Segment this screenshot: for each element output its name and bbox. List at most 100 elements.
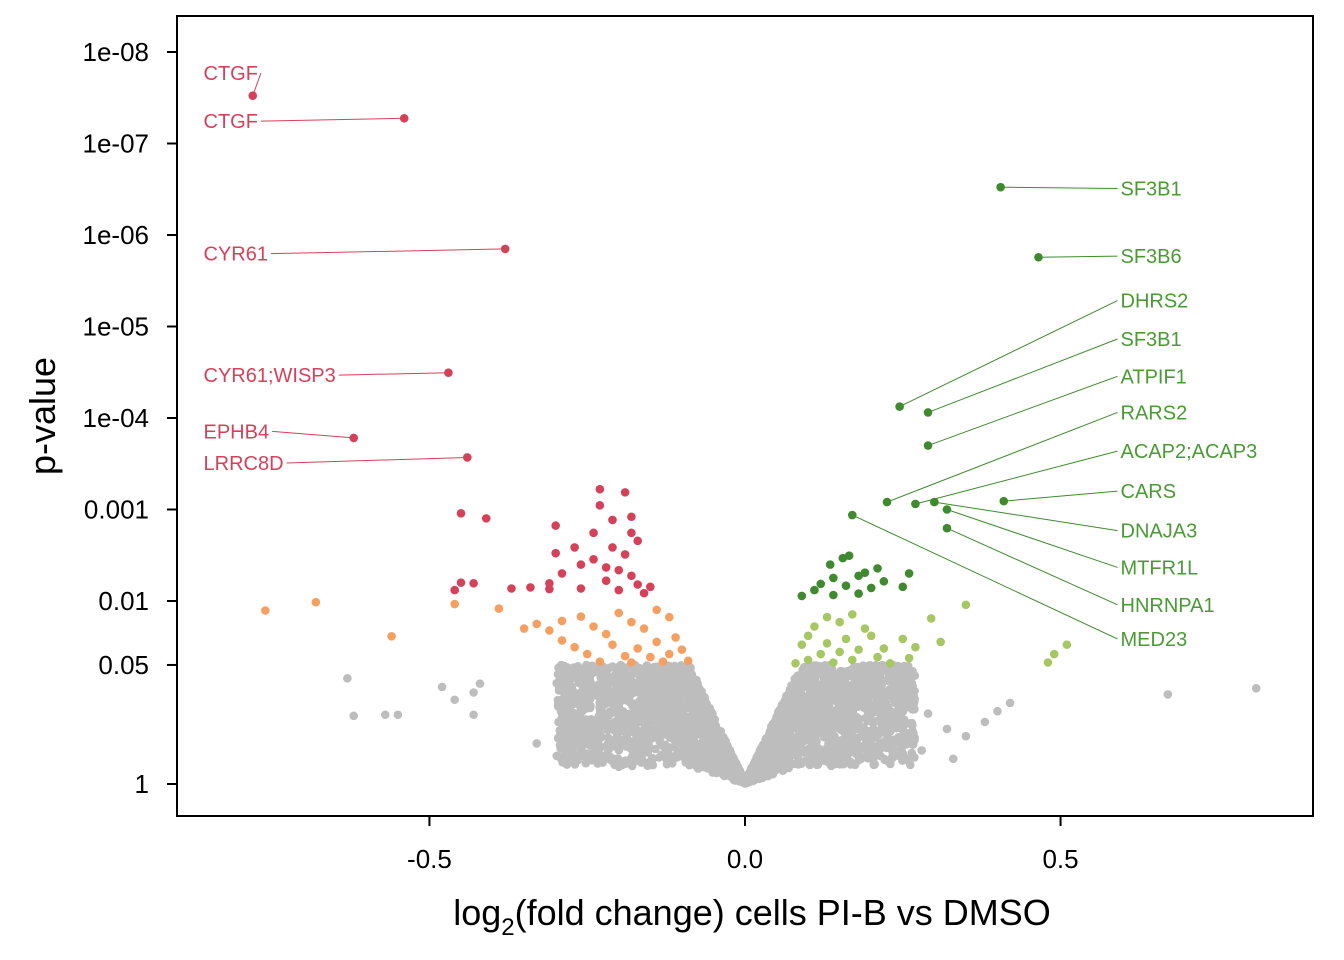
significant-point xyxy=(627,528,636,538)
significant-point xyxy=(838,553,848,563)
nonsignificant-point xyxy=(788,682,798,692)
nonsignificant-point xyxy=(603,748,612,758)
nonsignificant-point xyxy=(832,717,842,726)
significant-point xyxy=(797,591,807,601)
nonsignificant-point xyxy=(693,764,703,773)
significant-point xyxy=(835,617,844,627)
nonsignificant-point xyxy=(883,732,892,742)
nonsignificant-point xyxy=(739,775,748,784)
nonsignificant-point xyxy=(858,697,868,707)
labeled-points xyxy=(248,91,1043,533)
nonsignificant-outlier-point xyxy=(614,762,624,772)
nonsignificant-outlier-point xyxy=(343,674,352,683)
nonsignificant-point xyxy=(593,733,603,743)
significant-point xyxy=(595,484,605,494)
nonsignificant-point xyxy=(666,743,675,752)
nonsignificant-point xyxy=(665,706,675,716)
significant-point xyxy=(658,657,668,666)
nonsignificant-point xyxy=(612,733,622,742)
significant-point xyxy=(961,600,971,610)
significant-points xyxy=(261,484,1072,668)
significant-point xyxy=(847,655,857,665)
nonsignificant-point xyxy=(655,678,664,688)
leader-line xyxy=(915,450,1118,505)
significant-point xyxy=(904,653,914,663)
nonsignificant-point xyxy=(622,696,631,705)
nonsignificant-point xyxy=(790,741,800,750)
nonsignificant-point xyxy=(839,726,848,735)
gene-label: SF3B1 xyxy=(1121,329,1182,351)
significant-point xyxy=(620,651,630,661)
nonsignificant-point xyxy=(695,684,704,694)
significant-point xyxy=(829,573,838,583)
labeled-point xyxy=(911,499,920,509)
significant-point xyxy=(633,536,643,546)
nonsignificant-point xyxy=(820,756,829,765)
nonsignificant-point xyxy=(824,688,833,698)
significant-point xyxy=(614,585,624,595)
nonsignificant-point xyxy=(729,775,739,785)
gene-label: RARS2 xyxy=(1121,402,1188,424)
significant-point xyxy=(854,589,863,598)
nonsignificant-point xyxy=(595,693,605,703)
nonsignificant-outlier-point xyxy=(475,679,485,688)
nonsignificant-point xyxy=(804,757,814,766)
significant-point xyxy=(450,585,459,595)
significant-point xyxy=(456,578,466,587)
nonsignificant-point xyxy=(687,670,697,679)
significant-point xyxy=(545,584,554,594)
nonsignificant-point xyxy=(777,703,786,712)
nonsignificant-point xyxy=(800,716,810,725)
nonsignificant-point xyxy=(792,709,801,719)
nonsignificant-point xyxy=(807,744,817,754)
nonsignificant-point xyxy=(820,661,830,670)
nonsignificant-point xyxy=(873,669,882,678)
nonsignificant-point xyxy=(566,718,575,728)
labeled-point xyxy=(930,497,939,507)
significant-point xyxy=(860,624,870,633)
nonsignificant-point xyxy=(893,661,903,671)
nonsignificant-point xyxy=(642,661,652,670)
nonsignificant-point xyxy=(667,681,676,691)
labeled-point xyxy=(248,91,258,100)
nonsignificant-point xyxy=(633,750,643,760)
nonsignificant-point xyxy=(592,685,602,695)
nonsignificant-point xyxy=(793,733,803,743)
x-tick-label: 0.5 xyxy=(1042,844,1078,874)
labeled-point xyxy=(500,244,510,254)
significant-point xyxy=(911,642,920,652)
nonsignificant-point xyxy=(822,743,832,752)
leader-line xyxy=(946,509,1118,568)
nonsignificant-point xyxy=(839,680,849,689)
nonsignificant-outlier-point xyxy=(1005,698,1015,708)
nonsignificant-point xyxy=(807,699,817,708)
nonsignificant-point xyxy=(644,758,654,767)
leader-line xyxy=(286,456,468,464)
significant-point xyxy=(589,554,598,564)
nonsignificant-point xyxy=(763,754,773,763)
significant-point xyxy=(652,605,661,615)
nonsignificant-outlier-point xyxy=(393,710,403,720)
x-axis-title-prefix: log xyxy=(453,892,501,933)
nonsignificant-point xyxy=(707,747,716,756)
nonsignificant-point xyxy=(665,694,675,703)
nonsignificant-point xyxy=(685,760,694,770)
significant-point xyxy=(677,645,687,654)
nonsignificant-point xyxy=(611,742,621,751)
nonsignificant-point xyxy=(629,679,639,689)
nonsignificant-point xyxy=(863,754,873,763)
significant-point xyxy=(803,655,813,665)
gene-label: DNAJA3 xyxy=(1121,521,1198,543)
leader-line xyxy=(886,411,1118,503)
labeled-point xyxy=(942,523,952,533)
nonsignificant-point xyxy=(646,729,655,738)
significant-point xyxy=(822,639,832,648)
nonsignificant-point xyxy=(851,749,861,758)
leader-line xyxy=(1038,255,1118,258)
nonsignificant-point xyxy=(556,744,565,753)
nonsignificant-point xyxy=(803,672,812,682)
y-axis: 1e-08 1e-07 1e-06 1e-05 1e-04 0.001 0.01 0.05 1 xyxy=(83,37,177,799)
significant-point xyxy=(557,636,567,645)
nonsignificant-point xyxy=(820,708,830,717)
label-leader-lines xyxy=(252,72,1118,640)
